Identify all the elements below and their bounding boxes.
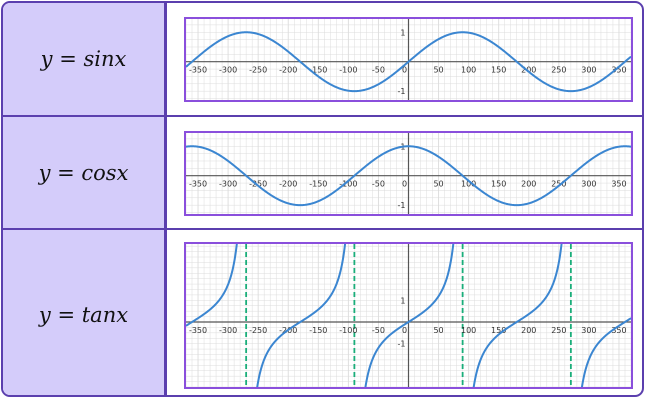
x-tick-label: 250 [551,180,566,189]
function-curve [580,317,631,387]
x-tick-label: -100 [339,326,357,335]
tangent-graph-cell: -350 -300 -250 -200 -150 -100 -50 0 50 100 150 200 2… [167,230,642,395]
tangent-formula: y = tanx [38,302,129,327]
x-tick-label: 250 [551,326,566,335]
x-tick-label: 300 [581,326,596,335]
x-tick-label: 50 [433,66,443,75]
x-tick-label: 50 [433,326,443,335]
x-tick-label: -50 [372,326,385,335]
x-tick-label: 200 [521,180,536,189]
x-tick-label: -150 [309,326,327,335]
x-tick-label: 50 [433,180,443,189]
cosine-formula: y = cosx [38,160,129,185]
function-curve [472,244,563,387]
y-tick-label: 1 [400,28,405,37]
x-tick-label: 300 [581,180,596,189]
x-tick-label: -100 [339,66,357,75]
x-tick-label: -50 [372,66,385,75]
sine-graph: -350 -300 -250 -200 -150 -100 -50 0 50 100 150 200 2… [184,17,633,102]
tangent-label-cell: y = tanx [3,230,167,395]
tangent-row: y = tanx -350 -300 -250 -200 -150 -100 -50 0 50 1… [3,228,642,395]
x-tick-label: 200 [521,66,536,75]
x-tick-label: -50 [372,180,385,189]
y-tick-label: -1 [398,87,406,96]
x-tick-label: -100 [339,180,357,189]
x-tick-label: -150 [309,66,327,75]
function-curve [186,31,631,93]
function-curve [256,244,347,387]
sine-row: y = sinx -350 -300 -250 -200 -150 -100 -50 0 50 1… [3,3,642,115]
x-tick-label: -150 [309,180,327,189]
x-tick-label: 250 [551,66,566,75]
cosine-graph-cell: -350 -300 -250 -200 -150 -100 -50 0 50 100 150 200 2… [167,117,642,228]
x-tick-label: -300 [219,66,237,75]
tangent-plot-svg: -350 -300 -250 -200 -150 -100 -50 0 50 100 150 200 2… [186,244,631,387]
x-tick-label: -350 [189,66,207,75]
x-tick-label: -250 [249,66,267,75]
cosine-plot-svg: -350 -300 -250 -200 -150 -100 -50 0 50 100 150 200 2… [186,133,631,214]
x-tick-label: -250 [249,180,267,189]
x-tick-label: 150 [491,326,506,335]
x-tick-label: 350 [611,180,626,189]
x-tick-label: -200 [279,180,297,189]
cosine-graph: -350 -300 -250 -200 -150 -100 -50 0 50 100 150 200 2… [184,131,633,216]
sine-formula: y = sinx [40,47,127,71]
function-curve [364,244,455,387]
sine-graph-cell: -350 -300 -250 -200 -150 -100 -50 0 50 100 150 200 2… [167,3,642,115]
x-tick-label: 200 [521,326,536,335]
function-curve [186,145,631,207]
x-tick-label: -200 [279,66,297,75]
x-tick-label: -250 [249,326,267,335]
cosine-label-cell: y = cosx [3,117,167,228]
sine-label-cell: y = sinx [3,3,167,115]
x-tick-label: 0 [402,180,407,189]
x-tick-label: 100 [461,326,476,335]
sine-plot-svg: -350 -300 -250 -200 -150 -100 -50 0 50 100 150 200 2… [186,19,631,100]
x-tick-label: 150 [491,180,506,189]
x-tick-label: -350 [189,326,207,335]
x-tick-label: 350 [611,326,626,335]
tangent-graph: -350 -300 -250 -200 -150 -100 -50 0 50 100 150 200 2… [184,242,633,389]
x-tick-label: 100 [461,66,476,75]
function-curve [186,244,238,327]
cosine-row: y = cosx -350 -300 -250 -200 -150 -100 -50 0 50 1… [3,115,642,228]
x-tick-label: 0 [402,326,407,335]
x-tick-label: -350 [189,180,207,189]
trig-graphs-table: y = sinx -350 -300 -250 -200 -150 -100 -50 0 50 1… [1,1,644,397]
x-tick-label: 150 [491,66,506,75]
x-tick-label: -300 [219,326,237,335]
x-tick-label: 300 [581,66,596,75]
x-tick-label: 0 [402,66,407,75]
x-tick-label: 100 [461,180,476,189]
y-tick-label: -1 [398,201,406,210]
x-tick-label: -300 [219,180,237,189]
y-tick-label: 1 [400,296,405,305]
y-tick-label: -1 [398,340,406,349]
x-tick-label: 350 [611,66,626,75]
